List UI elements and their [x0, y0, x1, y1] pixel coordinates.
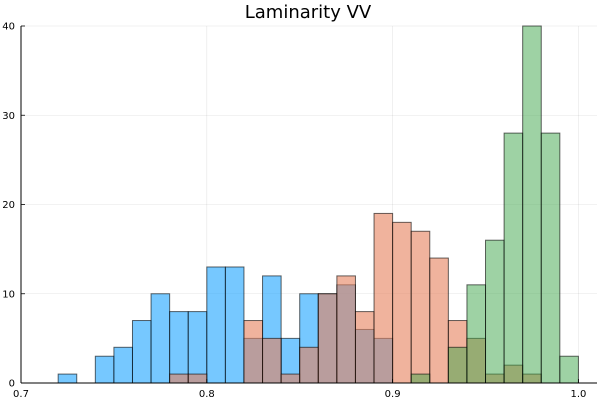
y-axis-ticks: 0 10 20 30 40: [2, 22, 25, 390]
histogram-bar-series-2: [169, 373, 189, 384]
histogram-bar-series-2: [336, 275, 356, 384]
histogram-bar-series-2: [373, 212, 394, 384]
histogram-bar-series-3: [540, 132, 561, 384]
y-tick-label: 20: [2, 200, 15, 211]
y-tick-label: 10: [2, 289, 15, 300]
x-tick-label: 0.7: [13, 389, 29, 400]
x-axis-ticks: 0.7 0.8 0.9 1.0: [13, 379, 586, 400]
histogram-bar-series-1: [57, 373, 78, 384]
histogram-bar-series-1: [150, 293, 171, 384]
histogram-bar-series-3: [466, 284, 487, 384]
histogram-bar-series-2: [317, 293, 338, 384]
histogram-bar-series-3: [485, 239, 505, 384]
histogram-bar-series-2: [262, 337, 282, 384]
histogram-bar-series-2: [354, 311, 375, 384]
histogram-bar-series-1: [94, 355, 115, 384]
x-tick-label: 0.9: [385, 389, 401, 400]
histogram-bar-series-1: [169, 311, 189, 384]
histogram-bar-series-3: [410, 373, 431, 384]
y-tick-label: 40: [2, 22, 15, 33]
histogram-bar-series-1: [131, 320, 152, 384]
histogram-bar-series-1: [113, 346, 133, 384]
histogram-bar-series-2: [410, 230, 431, 384]
chart-title: Laminarity VV: [245, 2, 372, 23]
histogram-bar-series-2: [243, 320, 264, 384]
y-tick-label: 30: [2, 111, 15, 122]
histogram-bar-series-3: [559, 355, 579, 384]
y-tick-label: 0: [9, 379, 15, 390]
histogram-bar-series-2: [429, 257, 449, 384]
histogram-bar-series-1: [224, 266, 245, 384]
histogram-bar-series-2: [392, 221, 412, 384]
histogram-bar-series-3: [503, 132, 524, 384]
x-tick-label: 1.0: [570, 389, 586, 400]
histogram-bar-series-2: [280, 373, 301, 384]
histogram-bar-series-1: [187, 311, 208, 384]
histogram-bar-series-2: [299, 346, 319, 384]
x-tick-label: 0.8: [199, 389, 215, 400]
histogram-bar-series-3: [522, 25, 542, 384]
histogram-bar-series-1: [206, 266, 226, 384]
histogram-bar-series-3: [447, 346, 468, 384]
histogram-bar-series-2: [187, 373, 208, 384]
